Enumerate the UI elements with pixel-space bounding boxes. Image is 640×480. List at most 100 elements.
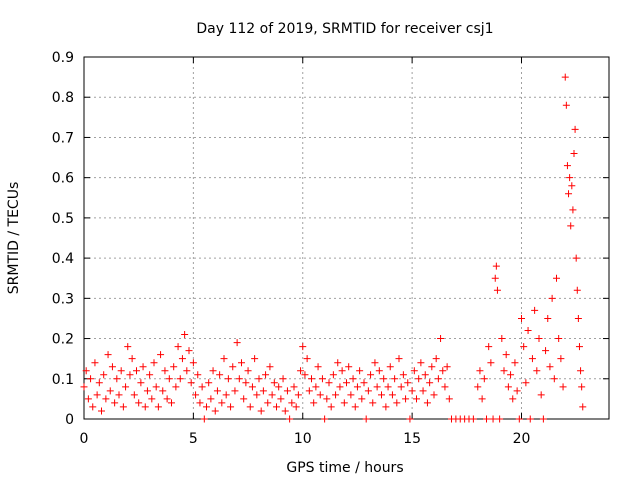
data-point — [573, 286, 581, 294]
data-point — [478, 395, 486, 403]
data-point — [391, 375, 399, 383]
data-point — [176, 375, 184, 383]
data-point — [196, 399, 204, 407]
y-tick-label: 0.4 — [52, 251, 74, 267]
data-point — [305, 387, 313, 395]
data-point — [336, 383, 344, 391]
x-axis-title: GPS time / hours — [286, 460, 403, 476]
data-point — [528, 355, 536, 363]
data-point — [102, 395, 110, 403]
data-point — [571, 125, 579, 133]
data-point — [255, 375, 263, 383]
data-point — [124, 343, 132, 351]
data-point — [371, 359, 379, 367]
data-point — [562, 101, 570, 109]
data-point — [286, 415, 294, 423]
data-point — [577, 367, 585, 375]
data-point — [406, 415, 414, 423]
data-point — [262, 371, 270, 379]
data-point — [154, 403, 162, 411]
data-point — [378, 391, 385, 399]
data-point — [246, 403, 254, 411]
y-tick-label: 0.8 — [52, 90, 74, 106]
data-point — [487, 359, 495, 367]
data-point — [421, 371, 429, 379]
data-point — [130, 391, 138, 399]
data-point — [297, 367, 305, 375]
data-point — [491, 274, 499, 282]
data-point — [174, 343, 182, 351]
y-axis-title: SRMTID / TECUs — [6, 182, 22, 295]
data-point — [565, 190, 573, 198]
data-point — [575, 343, 583, 351]
data-point — [264, 399, 272, 407]
data-point — [563, 162, 571, 170]
data-point — [518, 314, 525, 322]
data-point — [329, 371, 337, 379]
data-point — [240, 395, 248, 403]
data-point — [98, 407, 105, 415]
data-point — [111, 399, 119, 407]
data-point — [178, 355, 186, 363]
data-point — [135, 399, 143, 407]
plot-area-border — [83, 56, 610, 420]
data-point — [509, 395, 517, 403]
data-point — [408, 387, 416, 395]
data-point — [126, 371, 134, 379]
data-point — [535, 335, 543, 343]
data-point — [185, 347, 193, 355]
data-point — [430, 391, 438, 399]
data-point — [321, 415, 329, 423]
y-tick-label: 0.2 — [52, 332, 74, 348]
y-tick-label: 0.1 — [52, 372, 74, 388]
data-point — [493, 286, 501, 294]
data-point — [187, 379, 195, 387]
data-point — [568, 182, 576, 190]
data-point — [569, 206, 577, 214]
data-point — [498, 335, 506, 343]
data-point — [507, 371, 515, 379]
data-point — [143, 387, 151, 395]
data-point — [181, 331, 189, 339]
data-point — [159, 387, 167, 395]
data-point — [548, 294, 556, 302]
data-point — [524, 327, 532, 335]
data-point — [133, 367, 140, 375]
data-point — [367, 371, 375, 379]
chart-title: Day 112 of 2019, SRMTID for receiver csj… — [196, 21, 493, 37]
data-point — [119, 403, 127, 411]
data-point — [349, 375, 357, 383]
data-point — [279, 375, 287, 383]
data-point — [253, 391, 261, 399]
data-point — [393, 399, 401, 407]
data-point — [469, 415, 477, 423]
data-point — [224, 375, 232, 383]
data-point — [384, 383, 392, 391]
data-point — [351, 403, 359, 411]
data-point — [522, 379, 530, 387]
data-point — [84, 395, 92, 403]
data-point — [113, 375, 121, 383]
data-point — [356, 367, 364, 375]
data-point — [362, 415, 370, 423]
data-point — [139, 363, 147, 371]
data-point — [200, 415, 208, 423]
data-point — [161, 367, 169, 375]
data-point — [570, 150, 578, 158]
data-point — [288, 399, 296, 407]
data-point — [553, 274, 560, 282]
data-point — [229, 363, 237, 371]
data-point — [426, 379, 434, 387]
data-point — [207, 395, 215, 403]
data-point — [399, 371, 407, 379]
data-point — [91, 359, 99, 367]
data-point — [485, 343, 493, 351]
data-point — [108, 363, 116, 371]
data-point — [238, 359, 245, 367]
data-point — [480, 375, 488, 383]
data-point — [290, 383, 298, 391]
data-point — [410, 367, 418, 375]
data-point — [275, 383, 283, 391]
data-point — [303, 355, 311, 363]
data-point — [192, 391, 200, 399]
